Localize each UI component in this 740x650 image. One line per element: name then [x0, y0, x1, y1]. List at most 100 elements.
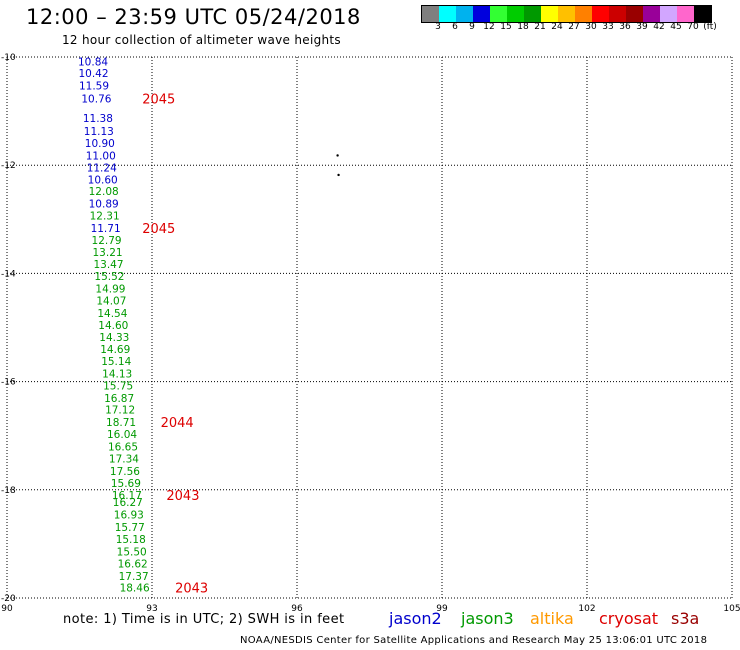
jason3-wave-height-label: 18.71 [106, 417, 136, 429]
colorbar-swatch [643, 6, 660, 22]
jason3-wave-height-label: 15.52 [94, 271, 124, 283]
colorbar-swatch [558, 6, 575, 22]
colorbar-swatch [660, 6, 677, 22]
jason3-wave-height-label: 14.13 [102, 368, 132, 380]
x-tick-label: 99 [436, 604, 448, 614]
colorbar-swatch [490, 6, 507, 22]
colorbar-swatch [541, 6, 558, 22]
colorbar-label: 33 [602, 22, 614, 32]
colorbar-label: 39 [636, 22, 648, 32]
jason3-wave-height-label: 15.75 [103, 380, 133, 392]
colorbar-swatch [592, 6, 609, 22]
jason2-wave-height-label: 10.42 [78, 68, 108, 80]
jason2-wave-height-label: 11.71 [91, 223, 121, 235]
pass-time-label: 2043 [175, 582, 208, 597]
colorbar-swatch [575, 6, 592, 22]
jason3-wave-height-label: 17.34 [109, 453, 139, 465]
jason3-wave-height-label: 16.62 [118, 558, 148, 570]
jason3-wave-height-label: 17.37 [119, 571, 149, 583]
colorbar-swatch [524, 6, 541, 22]
jason3-wave-height-label: 15.77 [115, 522, 145, 534]
jason3-wave-height-label: 15.69 [111, 478, 141, 490]
x-tick-label: 102 [578, 604, 595, 614]
isolated-data-mark [337, 173, 340, 177]
colorbar-label: (ft) [703, 22, 717, 32]
jason2-wave-height-label: 11.00 [86, 150, 116, 162]
jason2-wave-height-label: 10.84 [78, 56, 108, 68]
jason3-wave-height-label: 13.21 [93, 247, 123, 259]
colorbar-label: 27 [568, 22, 580, 32]
colorbar-swatch [626, 6, 643, 22]
legend-jason2: jason2 [389, 609, 442, 628]
legend-jason3: jason3 [461, 609, 514, 628]
colorbar-swatch [677, 6, 694, 22]
credit-line: NOAA/NESDIS Center for Satellite Applica… [240, 635, 708, 646]
jason3-wave-height-label: 14.33 [99, 332, 129, 344]
colorbar-label: 15 [500, 22, 512, 32]
jason3-wave-height-label: 17.56 [110, 466, 140, 478]
colorbar-label: 30 [585, 22, 597, 32]
jason2-wave-height-label: 10.89 [89, 199, 119, 211]
colorbar-label: 12 [483, 22, 495, 32]
colorbar-swatch [507, 6, 524, 22]
colorbar-label: 21 [534, 22, 546, 32]
pass-time-label: 2045 [142, 222, 175, 237]
x-tick-label: 90 [1, 604, 13, 614]
jason3-wave-height-label: 16.04 [107, 429, 137, 441]
colorbar-swatch [422, 6, 439, 22]
jason3-wave-height-label: 16.65 [108, 442, 138, 454]
colorbar-label: 36 [619, 22, 631, 32]
legend-altika: altika [530, 609, 574, 628]
x-tick-label: 93 [146, 604, 157, 614]
y-tick-label: -20 [1, 594, 16, 604]
y-tick-label: -14 [1, 269, 16, 279]
y-tick-label: -18 [1, 486, 16, 496]
colorbar-label: 9 [469, 22, 475, 32]
colorbar-labels: 3 6 9 12 15 18 21 24 27 30 33 36 39 42 45 70 (ft) [421, 22, 740, 34]
jason2-wave-height-label: 11.59 [79, 81, 109, 93]
colorbar-swatch [473, 6, 490, 22]
legend-cryosat: cryosat [599, 609, 659, 628]
jason3-wave-height-label: 15.50 [117, 546, 147, 558]
x-tick-label: 96 [291, 604, 303, 614]
jason2-wave-height-label: 10.60 [88, 174, 118, 186]
jason2-wave-height-label: 11.24 [87, 162, 117, 174]
colorbar-swatch [609, 6, 626, 22]
jason2-wave-height-label: 11.38 [83, 113, 113, 125]
colorbar-swatch [694, 6, 711, 22]
y-tick-label: -12 [1, 161, 16, 171]
x-tick-label: 105 [723, 604, 740, 614]
jason3-wave-height-label: 12.79 [92, 235, 122, 247]
footer-note: note: 1) Time is in UTC; 2) SWH is in fe… [63, 612, 345, 627]
colorbar-label: 70 [687, 22, 699, 32]
colorbar-swatch [456, 6, 473, 22]
jason3-wave-height-label: 12.08 [89, 186, 119, 198]
jason3-wave-height-label: 15.14 [101, 356, 131, 368]
jason2-wave-height-label: 10.76 [81, 94, 111, 106]
jason3-wave-height-label: 16.17 [112, 490, 142, 502]
jason2-wave-height-label: 11.13 [84, 126, 114, 138]
jason2-wave-height-label: 10.90 [85, 138, 115, 150]
wave-height-colorbar [421, 5, 712, 23]
pass-time-label: 2043 [166, 489, 199, 504]
jason3-wave-height-label: 14.99 [95, 284, 125, 296]
jason3-wave-height-label: 16.93 [114, 510, 144, 522]
y-tick-label: -10 [1, 53, 16, 63]
chart-title: 12:00 – 23:59 UTC 05/24/2018 [26, 5, 361, 29]
jason3-wave-height-label: 16.87 [104, 393, 134, 405]
chart-subtitle: 12 hour collection of altimeter wave hei… [62, 33, 341, 47]
jason3-wave-height-label: 12.31 [90, 211, 120, 223]
colorbar-label: 18 [517, 22, 529, 32]
jason3-wave-height-label: 13.47 [93, 259, 123, 271]
colorbar-swatch [439, 6, 456, 22]
jason3-wave-height-label: 14.69 [100, 344, 130, 356]
colorbar-label: 42 [653, 22, 665, 32]
pass-time-label: 2045 [142, 93, 175, 108]
y-tick-label: -16 [1, 378, 16, 388]
jason3-wave-height-label: 16.27 [113, 497, 143, 509]
jason3-wave-height-label: 14.60 [98, 320, 128, 332]
isolated-data-mark [336, 154, 339, 157]
legend-s3a: s3a [671, 609, 700, 628]
jason3-wave-height-label: 17.12 [105, 405, 135, 417]
